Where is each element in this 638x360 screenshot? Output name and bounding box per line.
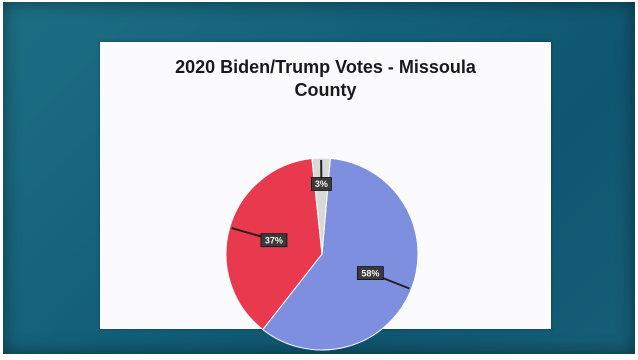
slide-frame: 2020 Biden/Trump Votes - Missoula County… <box>3 2 635 354</box>
slice-biden <box>262 157 419 351</box>
data-label: 58% <box>361 268 379 278</box>
chart-card: 2020 Biden/Trump Votes - Missoula County… <box>100 42 551 351</box>
data-label-box <box>356 266 384 280</box>
pie-chart: 58% 37% 3% <box>225 157 419 351</box>
data-label: 3% <box>315 179 328 189</box>
chart-title: 2020 Biden/Trump Votes - Missoula County <box>100 56 551 102</box>
data-label-box <box>310 177 332 191</box>
chart-title-line-1: 2020 Biden/Trump Votes - Missoula <box>175 57 476 77</box>
data-label-box <box>260 233 288 248</box>
data-label: 37% <box>265 235 283 245</box>
chart-title-line-2: County <box>294 80 357 100</box>
